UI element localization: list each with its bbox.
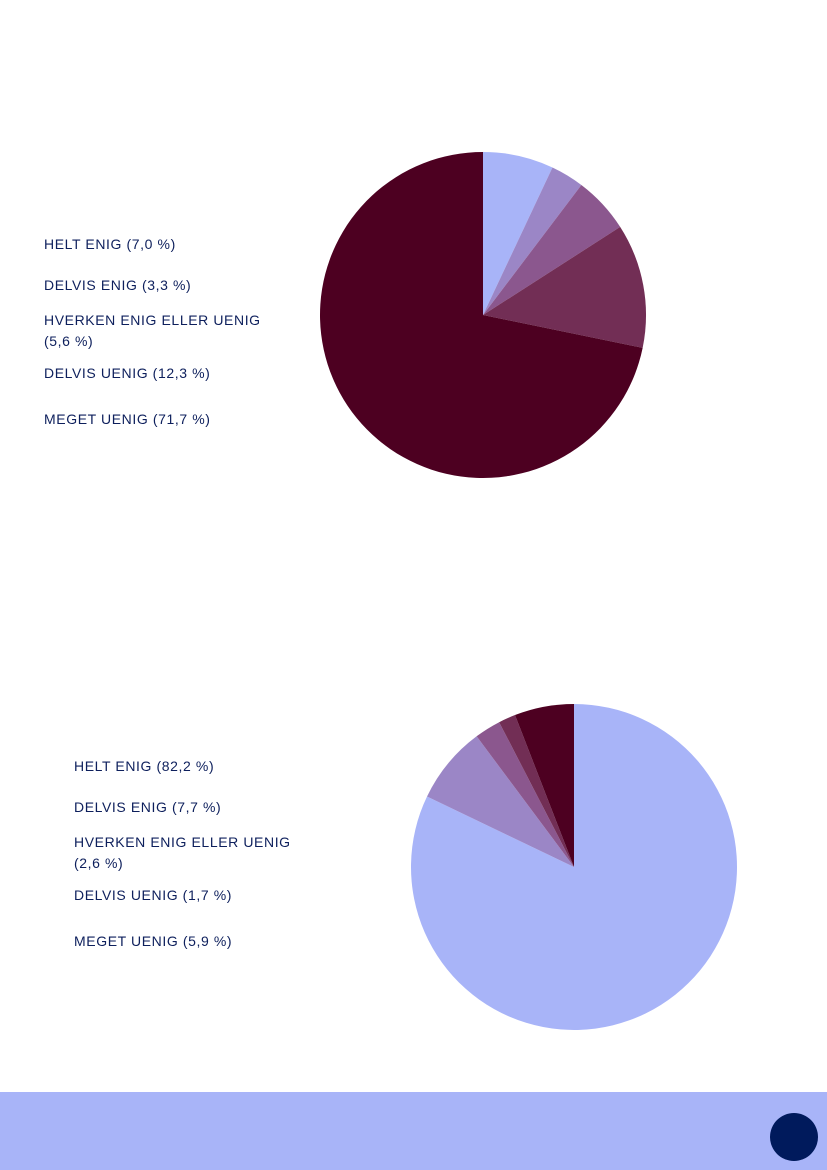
footer-band	[0, 1092, 827, 1170]
legend-chart-2: HELT ENIG (82,2 %) DELVIS ENIG (7,7 %) H…	[74, 756, 344, 956]
legend-item: MEGET UENIG (5,9 %)	[74, 933, 233, 949]
pie-slice	[515, 704, 574, 867]
legend-item: HVERKEN ENIG ELLER UENIG (2,6 %)	[74, 834, 291, 871]
legend-item: DELVIS ENIG (7,7 %)	[74, 799, 222, 815]
legend-item: DELVIS UENIG (1,7 %)	[74, 887, 233, 903]
page-indicator-dot	[770, 1113, 818, 1161]
pie-slice	[483, 152, 553, 315]
pie-slice	[499, 715, 574, 867]
pie-slice	[483, 185, 621, 315]
pie-slice	[320, 152, 643, 478]
pie-slice	[427, 736, 574, 867]
pie-chart-2	[411, 704, 737, 1030]
legend-item: MEGET UENIG (71,7 %)	[44, 411, 211, 427]
legend-item: HELT ENIG (7,0 %)	[44, 236, 176, 252]
legend-item: HELT ENIG (82,2 %)	[74, 758, 215, 774]
legend-item: HVERKEN ENIG ELLER UENIG (5,6 %)	[44, 312, 261, 349]
pie-chart-1	[320, 152, 646, 478]
legend-item: DELVIS UENIG (12,3 %)	[44, 365, 211, 381]
pie-slice	[483, 226, 646, 348]
pie-slice	[476, 722, 574, 867]
pie-slice	[483, 167, 582, 315]
legend-item: DELVIS ENIG (3,3 %)	[44, 277, 192, 293]
legend-chart-1: HELT ENIG (7,0 %) DELVIS ENIG (3,3 %) HV…	[44, 234, 314, 434]
